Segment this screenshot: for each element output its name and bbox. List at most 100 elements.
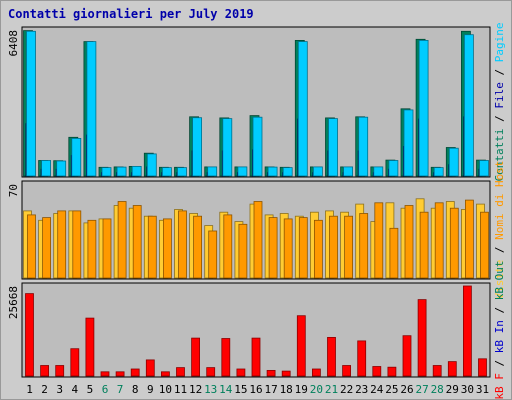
bar-pagine-2 bbox=[41, 160, 51, 177]
bar-siti-1 bbox=[27, 214, 36, 279]
bar-kb-f-30 bbox=[462, 285, 472, 377]
bar-siti-19 bbox=[298, 217, 308, 279]
legend-middle-part-1: / bbox=[493, 240, 506, 260]
bar-pagine-26 bbox=[403, 109, 414, 177]
legend-bottom-part-0: kB F bbox=[493, 373, 506, 400]
y-max-label: 6408 bbox=[7, 30, 20, 57]
legend-bottom-part-2: kB In bbox=[493, 320, 506, 353]
bar-siti-15 bbox=[238, 223, 248, 279]
x-label-10: 10 bbox=[159, 383, 172, 396]
legend-top-part-4: Pagine bbox=[493, 23, 506, 63]
x-label-18: 18 bbox=[280, 383, 293, 396]
legend-middle-part-2: Nomi di Host bbox=[493, 160, 506, 239]
x-label-28: 28 bbox=[431, 383, 444, 396]
bar-kb-f-29 bbox=[447, 361, 457, 377]
bar-siti-6 bbox=[102, 218, 112, 279]
bar-pagine-1 bbox=[26, 30, 36, 177]
bar-kb-f-1 bbox=[25, 293, 34, 377]
bar-siti-8 bbox=[132, 205, 142, 279]
bar-siti-4 bbox=[72, 210, 82, 279]
bar-siti-30 bbox=[464, 199, 474, 279]
bar-pagine-23 bbox=[358, 116, 369, 177]
bar-pagine-15 bbox=[237, 166, 248, 177]
bar-siti-20 bbox=[313, 219, 323, 279]
x-label-15: 15 bbox=[234, 383, 247, 396]
x-label-14: 14 bbox=[219, 383, 233, 396]
bar-siti-2 bbox=[42, 217, 51, 279]
x-label-5: 5 bbox=[87, 383, 94, 396]
bar-kb-f-15 bbox=[236, 368, 246, 377]
x-label-11: 11 bbox=[174, 383, 187, 396]
x-label-31: 31 bbox=[476, 383, 489, 396]
bar-pagine-22 bbox=[343, 166, 354, 177]
bar-siti-24 bbox=[374, 202, 384, 279]
bar-kb-f-31 bbox=[478, 358, 487, 377]
bar-siti-16 bbox=[253, 201, 263, 279]
chart-title: Contatti giornalieri per July 2019 bbox=[8, 7, 254, 21]
x-label-23: 23 bbox=[355, 383, 368, 396]
bar-kb-f-4 bbox=[70, 348, 80, 377]
bar-pagine-28 bbox=[433, 167, 444, 177]
bar-pagine-18 bbox=[282, 167, 293, 177]
bar-siti-11 bbox=[178, 210, 187, 279]
bar-kb-f-18 bbox=[281, 370, 291, 377]
x-label-12: 12 bbox=[189, 383, 202, 396]
bar-pagine-30 bbox=[463, 34, 474, 177]
bar-kb-f-11 bbox=[176, 367, 185, 377]
legend-top-part-1: / bbox=[493, 109, 506, 129]
legend-bottom: kB F / kB In / kB Out bbox=[493, 260, 506, 399]
bar-pagine-27 bbox=[418, 40, 429, 177]
x-label-16: 16 bbox=[249, 383, 262, 396]
x-label-9: 9 bbox=[147, 383, 154, 396]
bar-siti-25 bbox=[389, 227, 399, 279]
x-label-21: 21 bbox=[325, 383, 338, 396]
bar-pagine-11 bbox=[177, 167, 187, 177]
legend-bottom-part-4: kB Out bbox=[493, 260, 506, 300]
x-label-6: 6 bbox=[102, 383, 109, 396]
bar-siti-28 bbox=[434, 202, 444, 279]
bar-siti-31 bbox=[480, 211, 489, 279]
x-label-25: 25 bbox=[385, 383, 398, 396]
bar-pagine-8 bbox=[131, 165, 142, 177]
bar-pagine-13 bbox=[207, 166, 218, 177]
legend-bottom-part-1: / bbox=[493, 353, 506, 373]
legend-top: Contatti / File / Pagine bbox=[493, 23, 506, 182]
bar-kb-f-12 bbox=[191, 337, 201, 377]
legend-bottom-part-3: / bbox=[493, 300, 506, 320]
bar-siti-5 bbox=[87, 219, 97, 279]
bar-kb-f-13 bbox=[206, 367, 216, 377]
bar-siti-10 bbox=[162, 218, 172, 279]
x-label-26: 26 bbox=[400, 383, 413, 396]
bar-pagine-19 bbox=[297, 41, 308, 177]
bar-kb-f-25 bbox=[387, 366, 397, 377]
bar-kb-f-17 bbox=[266, 369, 276, 377]
x-label-3: 3 bbox=[56, 383, 63, 396]
bar-kb-f-3 bbox=[55, 365, 65, 377]
bar-siti-18 bbox=[283, 218, 293, 279]
x-label-24: 24 bbox=[370, 383, 384, 396]
legend-top-part-3: / bbox=[493, 62, 506, 82]
x-label-17: 17 bbox=[264, 383, 277, 396]
bar-pagine-10 bbox=[161, 167, 172, 177]
bar-pagine-3 bbox=[56, 160, 67, 177]
bar-kb-f-21 bbox=[327, 336, 336, 377]
bar-pagine-5 bbox=[86, 41, 97, 177]
bar-siti-22 bbox=[344, 215, 354, 279]
x-label-13: 13 bbox=[204, 383, 217, 396]
x-label-2: 2 bbox=[41, 383, 48, 396]
y-max-label: 70 bbox=[7, 184, 20, 197]
bar-kb-f-8 bbox=[130, 368, 140, 377]
legend-middle: Visite / Nomi di Host bbox=[493, 160, 506, 299]
y-max-label: 25668 bbox=[7, 286, 20, 319]
bar-pagine-7 bbox=[116, 166, 127, 177]
bar-kb-f-10 bbox=[160, 371, 170, 377]
bar-kb-f-2 bbox=[40, 365, 49, 377]
bar-pagine-17 bbox=[267, 166, 278, 177]
legend-top-part-2: File bbox=[493, 82, 506, 109]
x-label-27: 27 bbox=[415, 383, 428, 396]
bar-siti-17 bbox=[268, 217, 278, 279]
bar-kb-f-26 bbox=[402, 335, 412, 377]
bar-pagine-24 bbox=[373, 166, 384, 177]
bar-siti-21 bbox=[329, 215, 338, 279]
legend-middle-part-0: Visite bbox=[493, 260, 506, 300]
